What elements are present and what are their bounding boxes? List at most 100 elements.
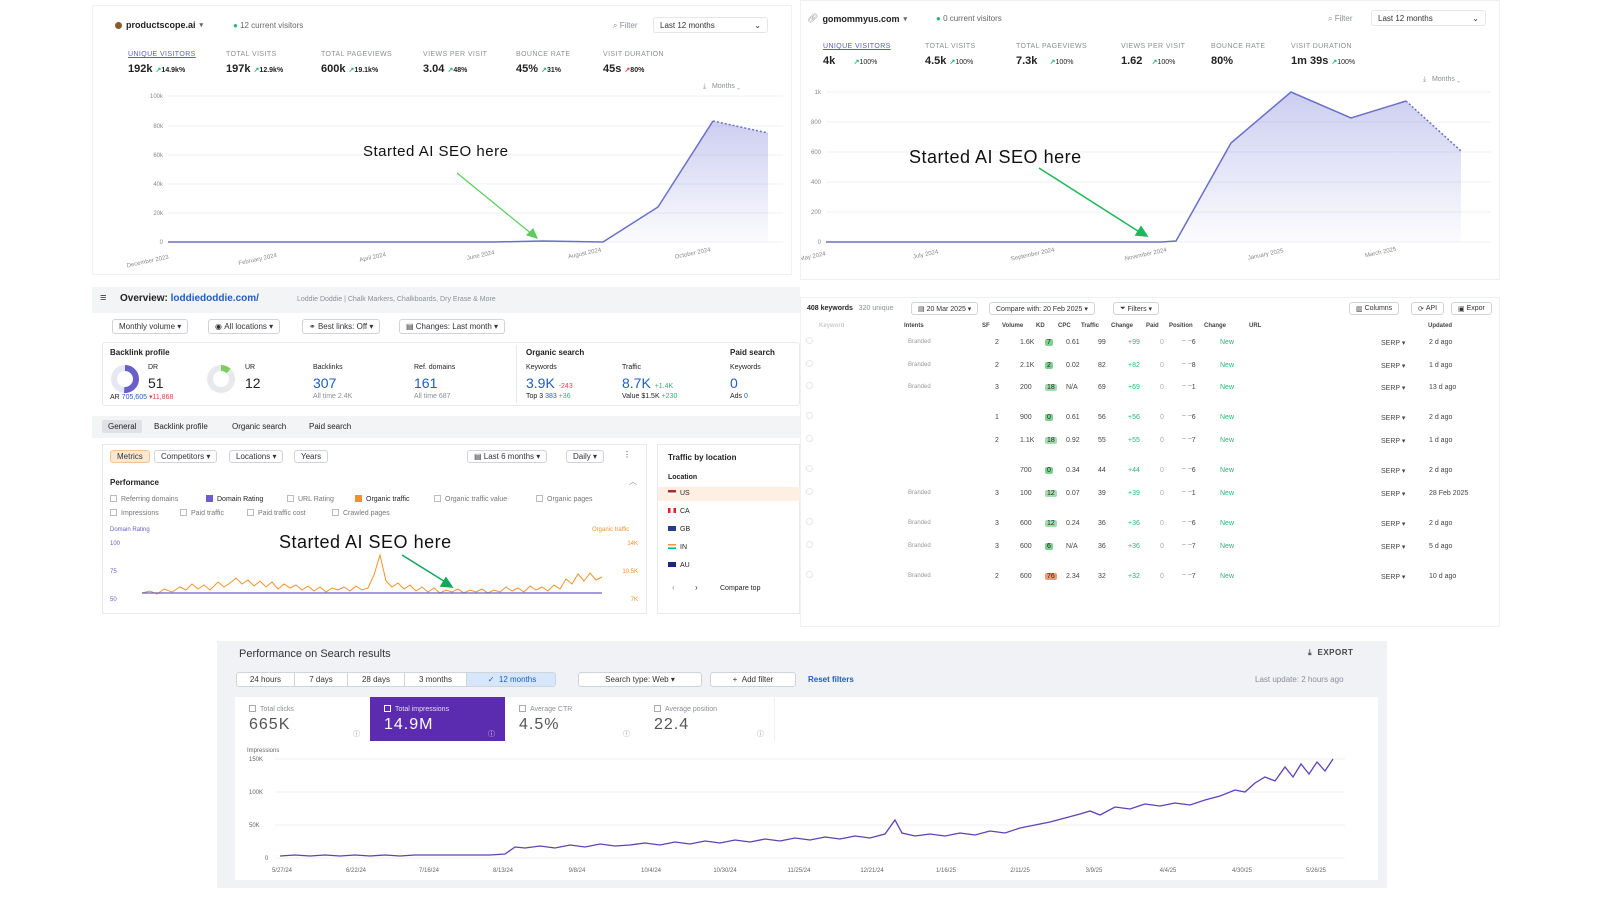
header-updated[interactable]: Updated <box>1428 323 1452 329</box>
header-intents[interactable]: Intents <box>904 323 924 329</box>
check-organic-traffic-value[interactable]: Organic traffic value <box>434 495 507 503</box>
header-traffic[interactable]: Traffic <box>1081 323 1100 329</box>
metric-views-per-visit[interactable]: VIEWS PER VISIT 1.62 ↗100% <box>1121 43 1186 67</box>
export-button[interactable]: ▣ Expor <box>1451 302 1492 315</box>
granularity-select[interactable]: Daily ▾ <box>566 450 605 463</box>
menu-icon[interactable]: ≡ <box>100 292 107 304</box>
header-url[interactable]: URL <box>1249 323 1262 329</box>
check-paid-traffic[interactable]: Paid traffic <box>180 509 224 517</box>
check-organic-pages[interactable]: Organic pages <box>536 495 593 503</box>
check-crawled-pages[interactable]: Crawled pages <box>332 509 390 517</box>
backlinks-value[interactable]: 307 <box>313 375 337 391</box>
row-checkbox-icon[interactable] <box>806 412 813 419</box>
interval-select[interactable]: ⤓ Months ⌄ <box>703 83 741 90</box>
tab-backlink-profile[interactable]: Backlink profile <box>154 422 208 431</box>
table-row[interactable]: Branded 2 600 76 2.34 32 +32 0– – 7 New SERP ▾ 10 … <box>806 569 1500 583</box>
range-28-days[interactable]: 28 days <box>348 673 405 686</box>
tab-general[interactable]: General <box>102 420 143 433</box>
row-checkbox-icon[interactable] <box>806 337 813 344</box>
card-average-ctr[interactable]: Average CTR 4.5% ⓘ <box>519 705 630 738</box>
metric-bounce-rate[interactable]: BOUNCE RATE 45% ↗31% <box>516 51 571 75</box>
range-7-days[interactable]: 7 days <box>295 673 348 686</box>
header-paid[interactable]: Paid <box>1146 323 1159 329</box>
period-select[interactable]: Last 12 months ⌄ <box>653 17 768 33</box>
table-row[interactable]: 1 900 0 0.61 56 +56 0– – 6 New SERP ▾ 2 d ago <box>806 410 1500 424</box>
period-select[interactable]: Last 12 months ⌄ <box>1371 10 1486 26</box>
help-icon[interactable]: ⓘ <box>488 731 495 738</box>
help-icon[interactable]: ⓘ <box>623 731 630 738</box>
paid-keywords-value[interactable]: 0 <box>730 375 738 391</box>
tab-organic-search[interactable]: Organic search <box>232 422 287 431</box>
row-checkbox-icon[interactable] <box>806 571 813 578</box>
more-icon[interactable]: ⋮ <box>623 450 631 459</box>
table-row[interactable]: Branded 2 1.6K 7 0.61 99 +99 0– – 6 New SERP ▾ 2 d… <box>806 335 1500 349</box>
locations-select[interactable]: ◉ All locations ▾ <box>208 319 281 334</box>
metric-total-visits[interactable]: TOTAL VISITS 197k ↗12.9k% <box>226 51 284 75</box>
monthly-volume-select[interactable]: Monthly volume ▾ <box>112 319 189 334</box>
card-total-clicks[interactable]: Total clicks 665K ⓘ <box>249 705 360 738</box>
add-filter-button[interactable]: + Add filter <box>710 672 796 687</box>
next-icon[interactable]: › <box>695 583 698 592</box>
collapse-icon[interactable]: ︿ <box>629 477 637 486</box>
range-12-months[interactable]: ✓ 12 months <box>467 673 555 686</box>
changes-select[interactable]: ▤ Changes: Last month ▾ <box>399 319 506 334</box>
check-domain-rating[interactable]: Domain Rating <box>206 495 263 503</box>
table-row[interactable]: Branded 3 600 6 N/A 36 +36 0– – 7 New SERP ▾ 5 d a… <box>806 539 1500 553</box>
subtab-years[interactable]: Years <box>294 450 329 463</box>
metric-views-per-visit[interactable]: VIEWS PER VISIT 3.04 ↗48% <box>423 51 488 75</box>
metric-bounce-rate[interactable]: BOUNCE RATE 80% <box>1211 43 1266 67</box>
row-checkbox-icon[interactable] <box>806 382 813 389</box>
header-change[interactable]: Change <box>1111 323 1134 329</box>
row-checkbox-icon[interactable] <box>806 541 813 548</box>
tab-paid-search[interactable]: Paid search <box>309 422 352 431</box>
table-row[interactable]: Branded 3 100 12 0.07 39 +39 0– – 1 New SERP ▾ 28 … <box>806 486 1500 500</box>
header-keyword[interactable]: Keyword <box>819 323 845 329</box>
site-selector[interactable]: 🔗︎ gomommyus.com ▾ <box>807 13 907 24</box>
card-total-impressions[interactable]: Total impressions 14.9M ⓘ <box>370 697 505 741</box>
row-checkbox-icon[interactable] <box>806 488 813 495</box>
header-cpc[interactable]: CPC <box>1058 323 1071 329</box>
table-row[interactable]: 2 1.1K 18 0.92 55 +55 0– – 7 New SERP ▾ 1 d ago <box>806 433 1500 447</box>
row-checkbox-icon[interactable] <box>806 435 813 442</box>
export-button[interactable]: ⤓ EXPORT <box>1308 648 1354 657</box>
help-icon[interactable]: ⓘ <box>757 731 764 738</box>
table-row[interactable]: Branded 3 200 18 N/A 69 +69 0– – 1 New SERP ▾ 13 d… <box>806 380 1500 394</box>
subtab-locations[interactable]: Locations ▾ <box>229 450 284 463</box>
location-row-us[interactable]: US <box>658 487 800 501</box>
prev-icon[interactable]: ‹ <box>672 583 675 592</box>
check-referring-domains[interactable]: Referring domains <box>110 495 178 503</box>
filter-button[interactable]: ⌕ Filter <box>613 21 638 30</box>
reset-filters-link[interactable]: Reset filters <box>808 675 854 684</box>
row-checkbox-icon[interactable] <box>806 360 813 367</box>
filter-button[interactable]: ⌕ Filter <box>1328 14 1353 23</box>
columns-button[interactable]: ▥ Columns <box>1349 302 1400 315</box>
metric-visit-duration[interactable]: VISIT DURATION 45s ↗80% <box>603 51 664 75</box>
table-row[interactable]: Branded 2 2.1K 2 0.02 82 +82 0– – 8 New SERP ▾ 1 d… <box>806 358 1500 372</box>
table-row[interactable]: 700 0 0.34 44 +44 0– – 6 New SERP ▾ 2 d ago <box>806 463 1500 477</box>
header-position-change[interactable]: Change <box>1204 323 1227 329</box>
check-paid-traffic-cost[interactable]: Paid traffic cost <box>247 509 306 517</box>
range-3-months[interactable]: 3 months <box>405 673 467 686</box>
check-url-rating[interactable]: URL Rating <box>287 495 334 503</box>
metric-unique-visitors[interactable]: UNIQUE VISITORS 192k ↗14.9k% <box>128 51 196 75</box>
table-row[interactable]: Branded 3 600 12 0.24 36 +36 0– – 6 New SERP ▾ 2 d… <box>806 516 1500 530</box>
interval-select[interactable]: ⤓ Months ⌄ <box>1423 76 1461 83</box>
keywords-value[interactable]: 3.9K -243 <box>526 375 573 391</box>
range-select[interactable]: ▤ Last 6 months ▾ <box>467 450 548 463</box>
domain-link[interactable]: loddiedoddie.com/ <box>170 293 259 304</box>
date-select[interactable]: ▤ 20 Mar 2025 ▾ <box>911 302 979 315</box>
header-kd[interactable]: KD <box>1036 323 1045 329</box>
location-row-ca[interactable]: CA <box>658 505 800 519</box>
traffic-value[interactable]: 8.7K +1.4K <box>622 375 674 391</box>
best-links-select[interactable]: ⚭ Best links: Off ▾ <box>302 319 381 334</box>
help-icon[interactable]: ⓘ <box>353 731 360 738</box>
range-24-hours[interactable]: 24 hours <box>237 673 295 686</box>
row-checkbox-icon[interactable] <box>806 518 813 525</box>
location-row-gb[interactable]: GB <box>658 523 800 537</box>
subtab-competitors[interactable]: Competitors ▾ <box>154 450 218 463</box>
card-average-position[interactable]: Average position 22.4 ⓘ <box>640 697 775 741</box>
metric-visit-duration[interactable]: VISIT DURATION 1m 39s ↗100% <box>1291 43 1356 67</box>
api-button[interactable]: ⟳ API <box>1411 302 1445 315</box>
header-sf[interactable]: SF <box>982 323 990 329</box>
site-selector[interactable]: productscope.ai ▾ <box>115 20 203 30</box>
